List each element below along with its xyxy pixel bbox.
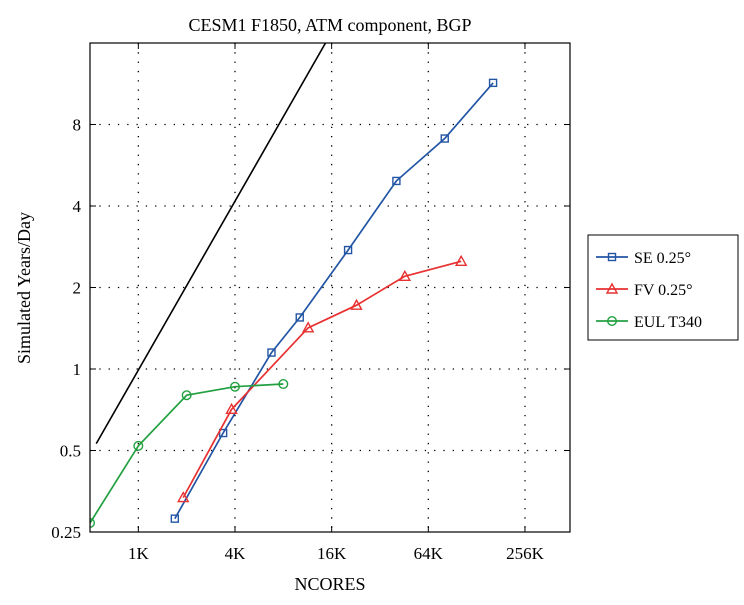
data-point-fv-0-25 (301, 321, 315, 333)
y-tick-label: 1 (73, 360, 82, 379)
data-point-eul-t340 (90, 517, 95, 528)
y-tick-label: 8 (73, 116, 82, 135)
data-point-se-0-25 (295, 313, 304, 322)
data-point-fv-0-25 (350, 298, 363, 310)
data-point-se-0-25 (488, 78, 498, 88)
reference-line-group (95, 43, 327, 445)
y-tick-label: 0.25 (51, 523, 81, 542)
y-tick-label: 0.5 (60, 442, 81, 461)
x-axis-label: NCORES (294, 574, 365, 594)
series-fv-0-25 (177, 254, 468, 503)
series-line-eul-t340 (90, 383, 284, 524)
reference-line (95, 43, 327, 445)
legend-marker-eul-t340 (607, 316, 618, 327)
y-axis-label: Simulated Years/Day (14, 212, 34, 364)
y-tick-label: 4 (73, 197, 82, 216)
data-point-eul-t340 (278, 379, 289, 390)
legend-marker-se-0-25 (607, 252, 617, 262)
x-tick-label: 1K (128, 544, 150, 563)
x-tick-label: 64K (414, 544, 444, 563)
data-point-eul-t340 (181, 390, 192, 401)
series-group (90, 78, 498, 528)
series-line-se-0-25 (174, 82, 494, 520)
data-point-se-0-25 (343, 245, 353, 255)
data-point-fv-0-25 (454, 254, 468, 266)
legend-box (587, 234, 739, 341)
legend: SE 0.25° FV 0.25° EUL T340 (587, 234, 739, 341)
data-point-eul-t340 (133, 440, 144, 451)
legend-marker-fv-0-25 (605, 282, 619, 294)
x-tick-label: 4K (225, 544, 247, 563)
series-line-fv-0-25 (182, 260, 462, 499)
data-point-fv-0-25 (177, 491, 190, 503)
data-point-se-0-25 (392, 176, 401, 186)
grid (90, 43, 570, 532)
legend-label-se-0-25: SE 0.25° (634, 250, 691, 267)
data-point-se-0-25 (440, 134, 449, 143)
data-point-fv-0-25 (398, 269, 412, 281)
data-point-se-0-25 (170, 514, 180, 523)
legend-label-fv-0-25: FV 0.25° (634, 282, 693, 299)
x-tick-label: 256K (506, 544, 545, 563)
legend-label-eul-t340: EUL T340 (634, 314, 702, 331)
data-point-se-0-25 (267, 348, 276, 357)
x-tick-label: 16K (317, 544, 347, 563)
data-point-fv-0-25 (225, 402, 238, 414)
series-se-0-25 (170, 78, 498, 523)
y-tick-label: 2 (73, 279, 82, 298)
plot-frame (89, 42, 571, 533)
series-eul-t340 (90, 379, 289, 528)
data-point-se-0-25 (218, 428, 228, 438)
data-point-eul-t340 (229, 381, 240, 392)
chart-title: CESM1 F1850, ATM component, BGP (188, 15, 471, 35)
ticks: 1K 4K 16K 64K 256K 0.25 0.5 1 2 4 8 (51, 43, 570, 563)
